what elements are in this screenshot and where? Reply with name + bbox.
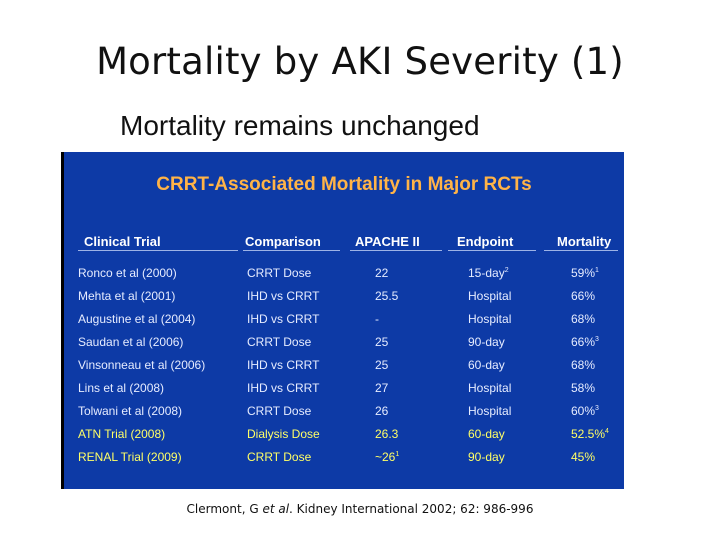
table-row: Tolwani et al (2008) CRRT Dose 26 Hospital 6… — [64, 404, 624, 424]
cell-comparison: IHD vs CRRT — [247, 381, 320, 395]
cell-trial: Lins et al (2008) — [78, 381, 165, 395]
header-underline — [243, 250, 340, 251]
cell-trial: Ronco et al (2000) — [78, 266, 177, 280]
mortality-table-panel: CRRT-Associated Mortality in Major RCTs … — [61, 152, 624, 489]
table-row: Lins et al (2008) IHD vs CRRT 27 Hospital 58… — [64, 381, 624, 401]
table-row: RENAL Trial (2009) CRRT Dose ~261 90-day 45% — [64, 450, 624, 470]
cell-comparison: Dialysis Dose — [247, 427, 320, 441]
table-row: Augustine et al (2004) IHD vs CRRT - Hospit… — [64, 312, 624, 332]
cell-trial: Augustine et al (2004) — [78, 312, 196, 326]
footnote-marker: 4 — [605, 428, 609, 435]
cell-endpoint: 60-day — [468, 427, 505, 441]
cell-trial: Tolwani et al (2008) — [78, 404, 183, 418]
cell-endpoint: 15-day2 — [468, 266, 509, 280]
header-clinical-trial: Clinical Trial — [84, 234, 161, 249]
header-underline — [78, 250, 238, 251]
cell-mortality: 45% — [571, 450, 596, 464]
cell-apache: 25.5 — [375, 289, 399, 303]
slide-subtitle: Mortality remains unchanged — [120, 110, 480, 141]
cell-apache: 26.3 — [375, 427, 399, 441]
footnote-marker: 1 — [395, 451, 400, 458]
cell-endpoint: 90-day — [468, 450, 505, 464]
cell-mortality: 68% — [571, 312, 596, 326]
table-row: Mehta et al (2001) IHD vs CRRT 25.5 Hospita… — [64, 289, 624, 309]
cell-apache: 25 — [375, 358, 389, 372]
cell-endpoint: 90-day — [468, 335, 505, 349]
header-comparison: Comparison — [245, 234, 321, 249]
table-row: Ronco et al (2000) CRRT Dose 22 15-day2 59%1 — [64, 266, 624, 286]
citation-source: . Kidney International 2002; 62: 986-996 — [289, 502, 534, 516]
header-underline — [448, 250, 536, 251]
header-underline — [350, 250, 442, 251]
cell-mortality: 68% — [571, 358, 596, 372]
cell-endpoint: Hospital — [468, 381, 512, 395]
cell-trial: Saudan et al (2006) — [78, 335, 184, 349]
cell-endpoint: Hospital — [468, 289, 512, 303]
cell-trial: RENAL Trial (2009) — [78, 450, 182, 464]
cell-mortality: 66%3 — [571, 335, 599, 349]
cell-apache: - — [375, 312, 379, 326]
cell-mortality: 59%1 — [571, 266, 599, 280]
cell-mortality: 66% — [571, 289, 596, 303]
cell-comparison: CRRT Dose — [247, 266, 312, 280]
cell-trial: ATN Trial (2008) — [78, 427, 166, 441]
footnote-marker: 3 — [595, 405, 599, 412]
table-row: Vinsonneau et al (2006) IHD vs CRRT 25 60-d… — [64, 358, 624, 378]
footnote-marker: 1 — [595, 267, 599, 274]
table-title: CRRT-Associated Mortality in Major RCTs — [156, 174, 532, 195]
slide-title: Mortality by AKI Severity (1) — [96, 40, 624, 83]
header-endpoint: Endpoint — [457, 234, 514, 249]
cell-endpoint: 60-day — [468, 358, 505, 372]
cell-mortality: 58% — [571, 381, 596, 395]
cell-comparison: CRRT Dose — [247, 404, 312, 418]
cell-comparison: IHD vs CRRT — [247, 358, 320, 372]
cell-comparison: CRRT Dose — [247, 335, 312, 349]
cell-endpoint: Hospital — [468, 404, 512, 418]
cell-mortality: 52.5%4 — [571, 427, 609, 441]
cell-apache: 26 — [375, 404, 389, 418]
header-underline — [544, 250, 618, 251]
footnote-marker: 2 — [504, 267, 509, 274]
header-apache-ii: APACHE II — [355, 234, 420, 249]
header-mortality: Mortality — [557, 234, 612, 249]
cell-endpoint: Hospital — [468, 312, 512, 326]
cell-apache: ~261 — [375, 450, 400, 464]
table-row: ATN Trial (2008) Dialysis Dose 26.3 60-day 5… — [64, 427, 624, 447]
footnote-marker: 3 — [595, 336, 599, 343]
cell-comparison: IHD vs CRRT — [247, 289, 320, 303]
cell-mortality: 60%3 — [571, 404, 599, 418]
table-row: Saudan et al (2006) CRRT Dose 25 90-day 66%3 — [64, 335, 624, 355]
cell-apache: 22 — [375, 266, 389, 280]
cell-apache: 27 — [375, 381, 389, 395]
citation-authors: Clermont, G — [186, 502, 263, 516]
citation-etal: et al — [262, 502, 290, 516]
cell-trial: Vinsonneau et al (2006) — [78, 358, 206, 372]
cell-comparison: IHD vs CRRT — [247, 312, 320, 326]
cell-apache: 25 — [375, 335, 389, 349]
cell-comparison: CRRT Dose — [247, 450, 312, 464]
cell-trial: Mehta et al (2001) — [78, 289, 176, 303]
citation: Clermont, G et al. Kidney International … — [0, 502, 720, 516]
